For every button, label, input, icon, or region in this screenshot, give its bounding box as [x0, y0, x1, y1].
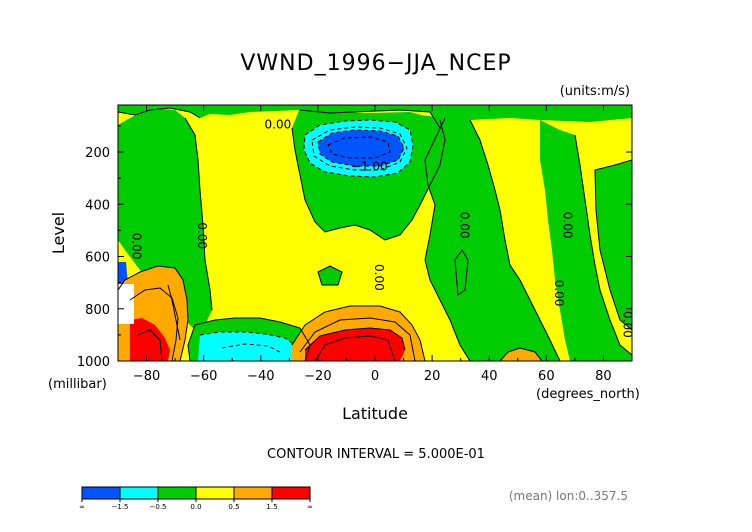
colorbar-tick-label: ∞ [307, 503, 313, 511]
contour-sliver [454, 249, 469, 296]
x-axis-label: Latitude [342, 404, 408, 423]
dashed-contours [199, 119, 414, 353]
y-axis-label: Level [49, 212, 68, 254]
fill-green-left-column [118, 108, 212, 330]
x-tick-label: 80 [595, 369, 612, 384]
contour-two-left [137, 329, 163, 361]
colorbar-tick-label: −0.5 [150, 503, 167, 511]
footer-note: (mean) lon:0..357.5 [509, 489, 628, 503]
contour-label: 0.00 [552, 280, 566, 307]
colorbar: ∞ −1.5 −0.5 0.0 0.5 1.5 ∞ [79, 486, 313, 511]
colorbar-tick-label: 0.5 [228, 503, 239, 511]
contour-label: 0.00 [372, 264, 386, 291]
contour-zero-plume [291, 119, 446, 241]
x-tick-label: −80 [133, 369, 160, 384]
contour-neg-half-lower [199, 331, 296, 346]
colorbar-segment [272, 487, 310, 499]
contour-label: 0.00 [620, 311, 634, 338]
fill-green-east-plume [420, 115, 560, 361]
x-tick-label: 40 [481, 369, 498, 384]
contour-label: 0.00 [560, 212, 574, 239]
x-axis: −80 −60 −40 −20 0 20 40 60 80 [117, 105, 633, 384]
contour-right-bump [499, 347, 543, 361]
fill-blue-core [318, 130, 404, 166]
fill-red-bottom-center [305, 328, 405, 361]
contour-two-center [314, 335, 396, 361]
contour-label: 0.00 [458, 212, 472, 239]
contour-label: 0.00 [129, 233, 143, 260]
colorbar-tick-label: 1.5 [266, 503, 277, 511]
contour-left-small [167, 284, 181, 341]
x-tick-label: 0 [371, 369, 379, 384]
contour-labels: 0.00 −1.00 0.00 0.00 0.00 0.00 0.00 0.00 0.00 [129, 118, 634, 338]
contour-neg-one-jet [311, 126, 408, 171]
contour-one-center [299, 317, 416, 361]
x-tick-label: −40 [247, 369, 274, 384]
contour-island [317, 265, 343, 286]
colorbar-tick-label: 0.0 [190, 503, 201, 511]
contour-label: −1.00 [351, 159, 388, 173]
fill-green-far-right [595, 160, 632, 330]
y-axis: 200 400 600 800 1000 [77, 125, 632, 370]
contour-neg-two-jet [327, 136, 391, 159]
contour-lines [118, 107, 632, 361]
colorbar-segment [158, 487, 196, 499]
contour-zero-left-col [184, 117, 213, 311]
colorbar-tick-label: ∞ [79, 503, 85, 511]
colorbar-segment [82, 487, 120, 499]
units-note: (units:m/s) [560, 84, 630, 99]
contour-neg-half-jet [303, 119, 414, 178]
colorbar-segment [196, 487, 234, 499]
x-tick-label: 20 [424, 369, 441, 384]
x-unit-note: (degrees_north) [536, 387, 640, 402]
contour-half-left [118, 265, 189, 361]
colorbar-segment [120, 487, 158, 499]
fill-green-sliver [455, 250, 468, 295]
missing-data-block [118, 284, 134, 324]
contour-zero-east2 [424, 117, 471, 361]
x-tick-label: −60 [190, 369, 217, 384]
contour-zero-lower [187, 317, 311, 361]
fill-green-top-band [118, 105, 632, 128]
contour-zero-right [574, 134, 632, 356]
fill-green-small-island [318, 266, 342, 285]
contour-interval-text: CONTOUR INTERVAL = 5.000E-01 [267, 447, 485, 462]
contour-neg-onehalf-jet [317, 129, 405, 167]
y-tick-label: 400 [85, 198, 110, 213]
fill-green-right-wedge [540, 120, 632, 361]
contour-field [118, 105, 632, 361]
x-tick-label: 60 [538, 369, 555, 384]
colorbar-tick-label: −1.5 [112, 503, 129, 511]
chart-title: VWND_1996−JJA_NCEP [240, 51, 511, 76]
y-tick-label: 1000 [77, 355, 110, 370]
contour-half-center [291, 305, 426, 361]
contour-zero-left [118, 107, 201, 119]
x-tick-label: −20 [304, 369, 331, 384]
fill-red-left [130, 318, 170, 361]
y-tick-label: 800 [85, 303, 110, 318]
contour-zero-center [299, 109, 441, 129]
fill-blue-edge [118, 262, 128, 284]
contour-onehalf-center [304, 327, 406, 351]
contour-zero-farright [594, 159, 632, 331]
contour-zero-east [469, 119, 561, 361]
colorbar-segment [234, 487, 272, 499]
contour-one-left [129, 287, 179, 361]
y-unit-note: (millibar) [48, 377, 107, 392]
y-tick-label: 600 [85, 251, 110, 266]
contour-label: 0.00 [195, 222, 209, 249]
contour-label: 0.00 [265, 118, 292, 132]
y-tick-label: 200 [85, 146, 110, 161]
fill-cyan-lower-left [198, 332, 295, 361]
